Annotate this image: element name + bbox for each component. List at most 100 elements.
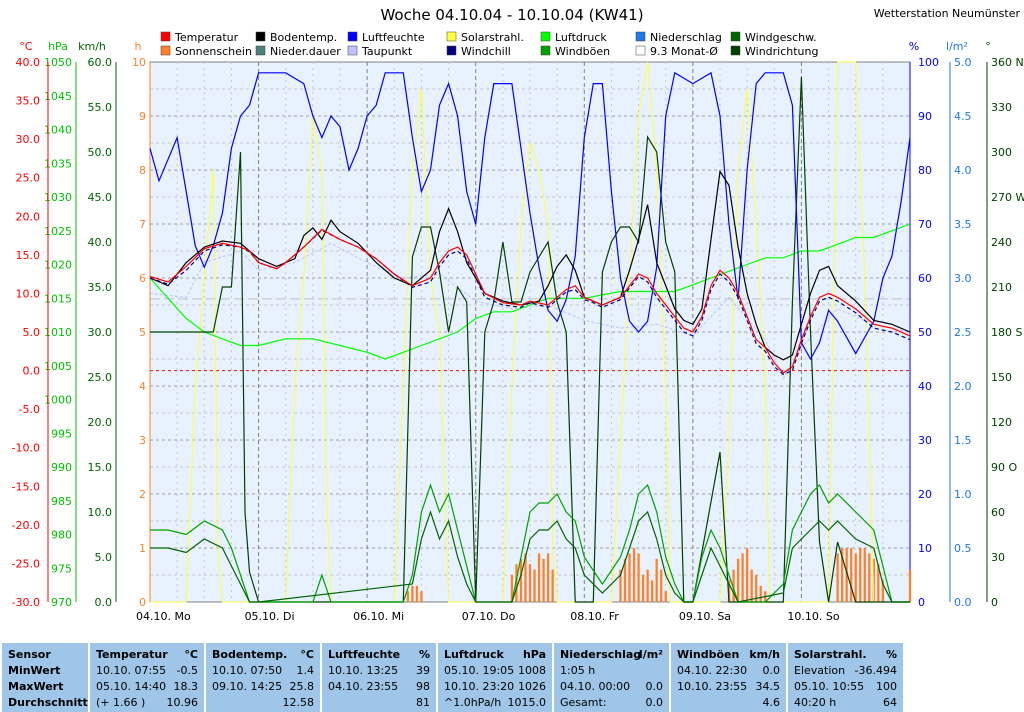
- kmh-unit-label: km/h: [78, 40, 106, 53]
- lm2-tick: 0.5: [954, 542, 972, 555]
- sunshine-bar: [420, 591, 423, 602]
- sunshine-bar: [859, 548, 862, 602]
- chart-title: Woche 04.10.04 - 10.10.04 (KW41): [380, 6, 643, 24]
- series-luftfeuchte: [149, 71, 911, 361]
- legend-item: 9.3 Monat-Ø: [635, 45, 718, 58]
- stats-unit: l/m²: [638, 648, 663, 661]
- legend-label: Luftfeuchte: [362, 31, 425, 44]
- sunshine-bar: [736, 558, 740, 602]
- stats-unit: hPa: [522, 648, 546, 661]
- series-windgeschw: [150, 510, 910, 603]
- sunshine-bar: [546, 553, 550, 602]
- day-labels: 04.10. Mo 05.10. Di 06.10. Mi 07.10. Do 08.1…: [136, 610, 840, 623]
- stats-cell-value: 25.8: [289, 680, 315, 693]
- stats-cell-value: 12.58: [282, 696, 315, 709]
- deg-tick: 60: [991, 506, 1005, 519]
- legend-swatch: [347, 31, 358, 42]
- hpa-tick: 1050: [44, 56, 72, 69]
- legend-item: Niederschlag: [635, 31, 722, 44]
- deg-tick: 150: [991, 371, 1012, 384]
- kmh-tick: 25.0: [88, 371, 113, 384]
- kmh-tick: 30.0: [88, 326, 113, 339]
- stats-header: Sensor: [8, 648, 51, 661]
- legend-label: Bodentemp.: [270, 31, 337, 44]
- lm2-tick: 4.5: [954, 110, 972, 123]
- deg-tick: 90 O: [991, 461, 1017, 474]
- hpa-tick: 1035: [44, 157, 72, 170]
- stats-cell-value: 1008: [518, 664, 546, 677]
- deg-tick: 210: [991, 281, 1012, 294]
- day-label: 08.10. Fr: [570, 610, 619, 623]
- deg-unit-label: °: [985, 40, 991, 53]
- hour-tick: 3: [139, 434, 146, 447]
- hour-tick: 10: [132, 56, 146, 69]
- legend-swatch: [540, 31, 551, 42]
- temp-tick: 20.0: [16, 210, 41, 223]
- hpa-tick: 1010: [44, 326, 72, 339]
- pct-tick: 90: [918, 110, 932, 123]
- sunshine-bar: [537, 553, 541, 602]
- day-label: 05.10. Di: [245, 610, 295, 623]
- sunshine-bar: [881, 580, 884, 602]
- temp-tick: 30.0: [16, 133, 41, 146]
- sunshine-bar: [741, 553, 744, 602]
- stats-cell-label: 10.10. 07:55: [96, 664, 167, 677]
- stats-cell-label: Elevation: [794, 664, 846, 677]
- weather-chart: Woche 04.10.04 - 10.10.04 (KW41) Wetters…: [12, 6, 1024, 623]
- deg-tick: 300: [991, 146, 1012, 159]
- legend-item: Solarstrahl.: [446, 31, 524, 44]
- hpa-tick: 1025: [44, 225, 72, 238]
- hpa-tick: 1020: [44, 259, 72, 272]
- stats-cell-label: Durchschnitt: [8, 696, 88, 709]
- stats-column: Solarstrahl.% Elevation -36.494 05.10. 10:5…: [788, 643, 903, 712]
- pct-tick: 60: [918, 272, 932, 285]
- stats-cell-value: 18.3: [173, 680, 199, 693]
- kmh-tick: 15.0: [88, 461, 113, 474]
- stats-cell-value: -0.5: [176, 664, 198, 677]
- lm2-unit-label: l/m²: [946, 40, 968, 53]
- legend-item: Sonnenschein: [160, 45, 252, 58]
- hpa-tick: 1030: [44, 191, 72, 204]
- legend-label: Windchill: [461, 45, 511, 58]
- lm2-tick: 3.0: [954, 272, 972, 285]
- lm2-tick: 4.0: [954, 164, 972, 177]
- lm2-tick: 2.5: [954, 326, 972, 339]
- temp-tick: -10.0: [12, 442, 40, 455]
- sunshine-bar: [863, 548, 866, 602]
- legend-swatch: [730, 31, 741, 42]
- temp-tick: 15.0: [16, 249, 41, 262]
- stats-header: Temperatur: [96, 648, 168, 661]
- legend-label: Sonnenschein: [175, 45, 252, 58]
- kmh-tick: 40.0: [88, 236, 113, 249]
- stats-cell-value: 0.0: [645, 696, 664, 709]
- sunshine-bar: [528, 564, 532, 602]
- stats-unit: %: [885, 648, 897, 661]
- lm2-tick: 2.0: [954, 380, 972, 393]
- sunshine-bar: [746, 548, 749, 602]
- sunshine-bar: [524, 553, 527, 602]
- series-bodentemp: [149, 169, 911, 361]
- deg-tick: 180 S: [991, 326, 1022, 339]
- kmh-tick: 5.0: [95, 551, 113, 564]
- stats-cell-value: 1015.0: [507, 696, 547, 709]
- legend-swatch: [635, 31, 646, 42]
- legend-swatch: [160, 31, 171, 42]
- stats-cell-value: 98: [416, 680, 430, 693]
- station-name: Wetterstation Neumünster: [874, 7, 1021, 20]
- pct-tick: 80: [918, 164, 932, 177]
- sunshine-bar: [755, 575, 758, 602]
- series-lines: [149, 61, 911, 603]
- kmh-tick: 55.0: [88, 101, 113, 114]
- hour-tick: 8: [139, 164, 146, 177]
- stats-cell-label: 10.10. 13:25: [328, 664, 399, 677]
- legend-label: Taupunkt: [361, 45, 413, 58]
- kmh-tick: 20.0: [88, 416, 113, 429]
- deg-tick: 120: [991, 416, 1012, 429]
- hour-tick: 6: [139, 272, 146, 285]
- stats-column: Sensor MinWert MaxWert Durchschnitt: [2, 643, 88, 712]
- stats-cell-value: 1.4: [296, 664, 315, 677]
- hpa-tick: 1005: [44, 360, 72, 373]
- pct-tick: 30: [918, 434, 932, 447]
- lm2-tick: 0.0: [954, 596, 972, 609]
- stats-column: Luftdruck hPa 05.10. 19:05 1008 10.10. 23:20…: [438, 643, 552, 712]
